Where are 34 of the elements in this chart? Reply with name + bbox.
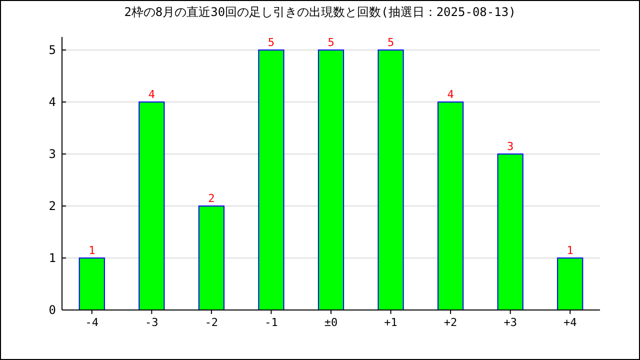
bar <box>378 50 404 310</box>
data-label: 4 <box>148 88 156 101</box>
y-tick-label: 1 <box>48 251 56 265</box>
y-tick-label: 4 <box>48 95 56 109</box>
data-label: 1 <box>88 244 96 257</box>
bar <box>258 50 284 310</box>
x-tick-label: +4 <box>563 316 578 329</box>
bar <box>198 206 224 310</box>
x-tick-label: ±0 <box>324 316 338 329</box>
data-label: 4 <box>447 88 454 101</box>
x-tick-label: -3 <box>145 316 158 329</box>
bar <box>78 258 105 310</box>
y-tick-label: 0 <box>48 303 56 317</box>
data-label: 2 <box>208 192 215 205</box>
y-tick-label: 2 <box>48 199 56 213</box>
y-tick-label: 5 <box>48 43 56 57</box>
data-label: 3 <box>507 140 514 153</box>
y-tick-label: 3 <box>48 147 56 161</box>
bar <box>497 154 524 310</box>
x-tick-label: -4 <box>85 316 99 329</box>
bar <box>438 102 464 310</box>
x-tick-label: +3 <box>504 316 517 329</box>
x-tick-label: -1 <box>264 316 278 329</box>
data-label: 5 <box>387 36 394 49</box>
data-label: 1 <box>566 244 574 257</box>
bar <box>318 50 344 310</box>
x-tick-label: +1 <box>384 316 398 329</box>
bar <box>138 102 165 310</box>
bar <box>557 258 584 310</box>
x-tick-label: -2 <box>204 316 218 329</box>
chart-title: 2枠の8月の直近30回の足し引きの出現数と回数(抽選日：2025-08-13) <box>124 5 516 19</box>
data-label: 5 <box>268 36 275 49</box>
x-tick-label: +2 <box>444 316 458 329</box>
data-label: 5 <box>328 36 334 49</box>
